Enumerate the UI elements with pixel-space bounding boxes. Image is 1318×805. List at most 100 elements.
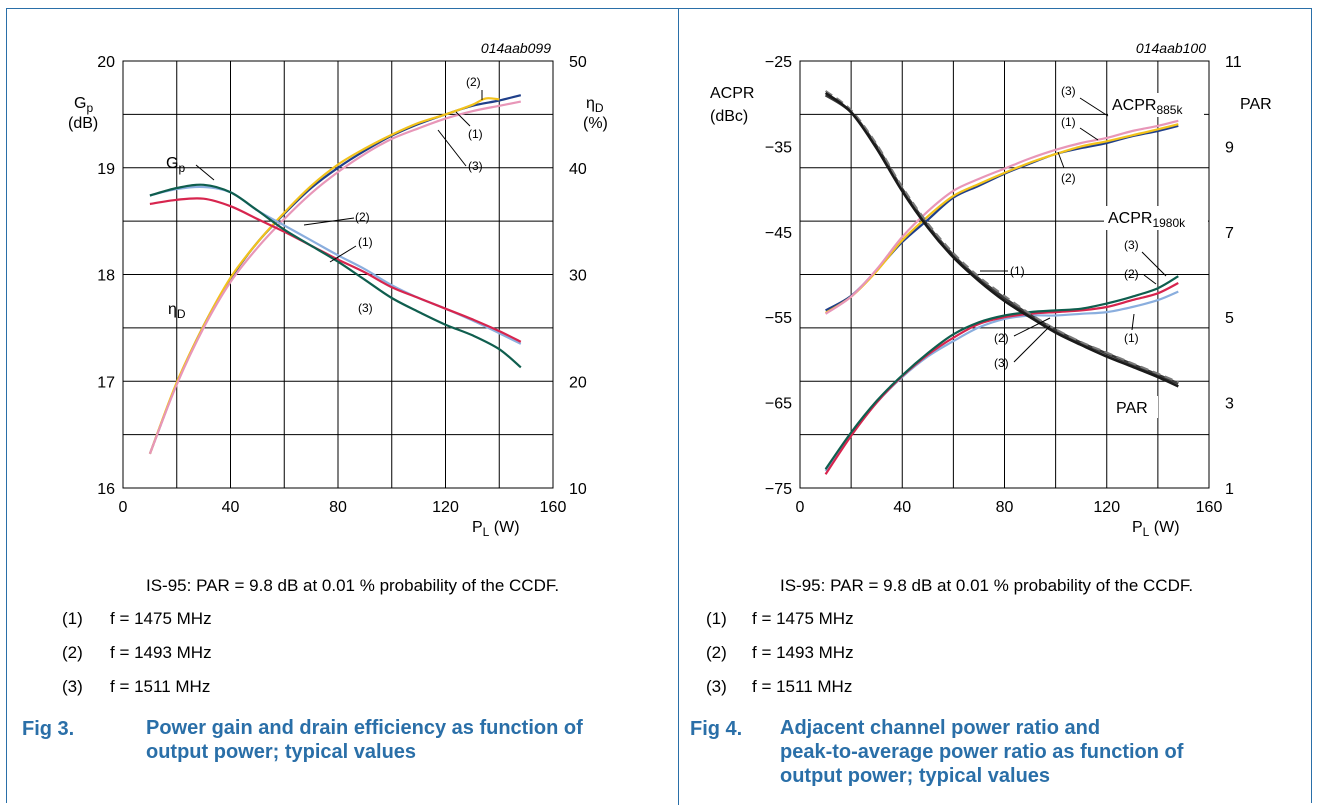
y-left-tick-label: 20 xyxy=(97,54,115,71)
tick-labels: 0 40 80 120 160 −75 −65 −55 −45 −35 −25 1 3 5 7 9 11 xyxy=(765,54,1242,516)
y-left-axis-label-sub: p xyxy=(86,101,93,115)
left-legend-num-2: (2) xyxy=(62,643,83,662)
chart-code: 014aab100 xyxy=(1136,40,1206,56)
x-tick-label: 160 xyxy=(1196,499,1223,516)
series-line-2 xyxy=(824,119,1179,315)
y-left-tick-label: 19 xyxy=(97,161,115,178)
right-fig-title-line1: Adjacent channel power ratio and xyxy=(780,717,1101,739)
y-right-tick-label: 1 xyxy=(1225,481,1234,498)
left-fig-title-line2: output power; typical values xyxy=(146,741,417,763)
y-left-tick-label: −45 xyxy=(765,225,792,242)
y-right-axis-label-main: η xyxy=(586,95,595,112)
chart-power-gain-efficiency: 0 40 80 120 160 16 17 18 19 20 10 20 30 40 50 014aab09… xyxy=(68,40,608,539)
y-left-tick-label: −65 xyxy=(765,396,792,413)
x-tick-label: 40 xyxy=(893,499,911,516)
right-legend-text-3: f = 1511 MHz xyxy=(752,677,853,696)
callout-3-acpr885: (3) xyxy=(1061,84,1076,98)
leader-3-par xyxy=(1013,325,1051,363)
curve-label-etad-sub: D xyxy=(177,307,186,321)
x-tick-label: 120 xyxy=(432,499,459,516)
curve-label-gp-sub: p xyxy=(178,161,185,175)
curve-label-etad-main: η xyxy=(168,301,177,318)
right-legend-text-1: f = 1475 MHz xyxy=(752,609,854,628)
x-tick-label: 0 xyxy=(796,499,805,516)
y-right-tick-label: 11 xyxy=(1225,54,1242,71)
x-tick-label: 0 xyxy=(119,499,128,516)
series-line-1 xyxy=(825,123,1179,314)
left-legend-text-2: f = 1493 MHz xyxy=(110,643,212,662)
x-axis-label: PL (W) xyxy=(1132,519,1180,539)
callout-2-mid: (2) xyxy=(355,210,370,224)
series-line-1 xyxy=(148,97,500,455)
series-line-8 xyxy=(824,91,1179,388)
left-legend-text-3: f = 1511 MHz xyxy=(110,677,211,696)
callout-1-upper: (1) xyxy=(468,127,483,141)
curve-label-gp: Gp xyxy=(166,155,185,175)
right-legend-num-3: (3) xyxy=(706,677,727,696)
chart-code: 014aab099 xyxy=(481,40,551,56)
y-left-tick-label: −35 xyxy=(765,139,792,156)
series-line-4 xyxy=(824,282,1179,475)
right-fig-title-line2: peak-to-average power ratio as function … xyxy=(780,741,1184,763)
curve-label-acpr885-main: ACPR xyxy=(1112,97,1156,114)
y-left-axis-label: Gp xyxy=(74,95,93,115)
curve-label-etad: ηD xyxy=(168,301,186,321)
callout-3-mid: (3) xyxy=(358,301,373,315)
leader-2-acpr885 xyxy=(1057,151,1065,169)
leader-1-mid xyxy=(329,245,357,263)
x-tick-label: 160 xyxy=(540,499,567,516)
curve-label-acpr885: ACPR885k xyxy=(1112,97,1183,117)
left-note: IS-95: PAR = 9.8 dB at 0.01 % probabilit… xyxy=(146,576,560,595)
right-fig-title-line3: output power; typical values xyxy=(780,765,1051,787)
right-note: IS-95: PAR = 9.8 dB at 0.01 % probabilit… xyxy=(780,576,1194,595)
series-line-5 xyxy=(149,183,522,369)
leader-2-acpr1980 xyxy=(1143,274,1157,285)
series-group xyxy=(148,94,522,455)
curve-label-acpr885-sub: 885k xyxy=(1156,103,1183,117)
left-fig-title: Power gain and drain efficiency as funct… xyxy=(146,716,583,764)
callout-2-acpr1980: (2) xyxy=(1124,267,1139,281)
left-fig-title-line1: Power gain and drain efficiency as funct… xyxy=(146,717,583,739)
plot-frame xyxy=(799,60,1210,489)
series-line-5 xyxy=(824,275,1179,470)
x-axis-label-sub: L xyxy=(1143,525,1150,539)
y-left-tick-label: 18 xyxy=(97,268,115,285)
x-tick-label: 80 xyxy=(329,499,347,516)
callout-2-acpr885: (2) xyxy=(1061,171,1076,185)
page-frame xyxy=(6,8,1312,803)
y-left-tick-label: −75 xyxy=(765,481,792,498)
y-left-tick-label: 16 xyxy=(97,481,115,498)
x-tick-label: 40 xyxy=(222,499,240,516)
leader-2-mid xyxy=(303,217,355,226)
grid-lines xyxy=(123,61,553,488)
x-tick-label: 120 xyxy=(1093,499,1120,516)
chart-acpr-par: 0 40 80 120 160 −75 −65 −55 −45 −35 −25 1 3 5 7 9 11 014… xyxy=(710,40,1272,539)
series-line-7 xyxy=(824,90,1179,384)
leader-1-upper xyxy=(455,111,471,127)
x-axis-label: PL (W) xyxy=(472,519,520,539)
x-axis-label-main: P xyxy=(472,519,483,536)
left-legend-text-1: f = 1475 MHz xyxy=(110,609,212,628)
leader-1-acpr885 xyxy=(1079,127,1099,141)
y-left-tick-label: −55 xyxy=(765,310,792,327)
left-fig-label: Fig 3. xyxy=(22,718,75,740)
left-legend-num-1: (1) xyxy=(62,609,83,628)
series-line-4 xyxy=(149,197,522,343)
callout-1-acpr1980: (1) xyxy=(1124,331,1139,345)
left-legend-num-3: (3) xyxy=(62,677,83,696)
panel-divider xyxy=(678,8,679,805)
y-right-tick-label: 10 xyxy=(569,481,587,498)
label-bg-par xyxy=(1112,396,1158,418)
curve-label-gp-main: G xyxy=(166,155,178,172)
y-left-axis-label-main: G xyxy=(74,95,86,112)
right-legend-num-1: (1) xyxy=(706,609,727,628)
y-right-tick-label: 30 xyxy=(569,268,587,285)
x-axis-label-unit: (W) xyxy=(489,519,519,536)
leader-3-acpr885 xyxy=(1079,97,1109,117)
y-left-axis-label-line2: (dBc) xyxy=(710,108,748,125)
callout-3-acpr1980: (3) xyxy=(1124,238,1139,252)
y-left-tick-label: −25 xyxy=(765,54,792,71)
curve-label-acpr1980-sub: 1980k xyxy=(1152,216,1186,230)
y-right-tick-label: 9 xyxy=(1225,139,1234,156)
x-axis-label-sub: L xyxy=(483,525,490,539)
